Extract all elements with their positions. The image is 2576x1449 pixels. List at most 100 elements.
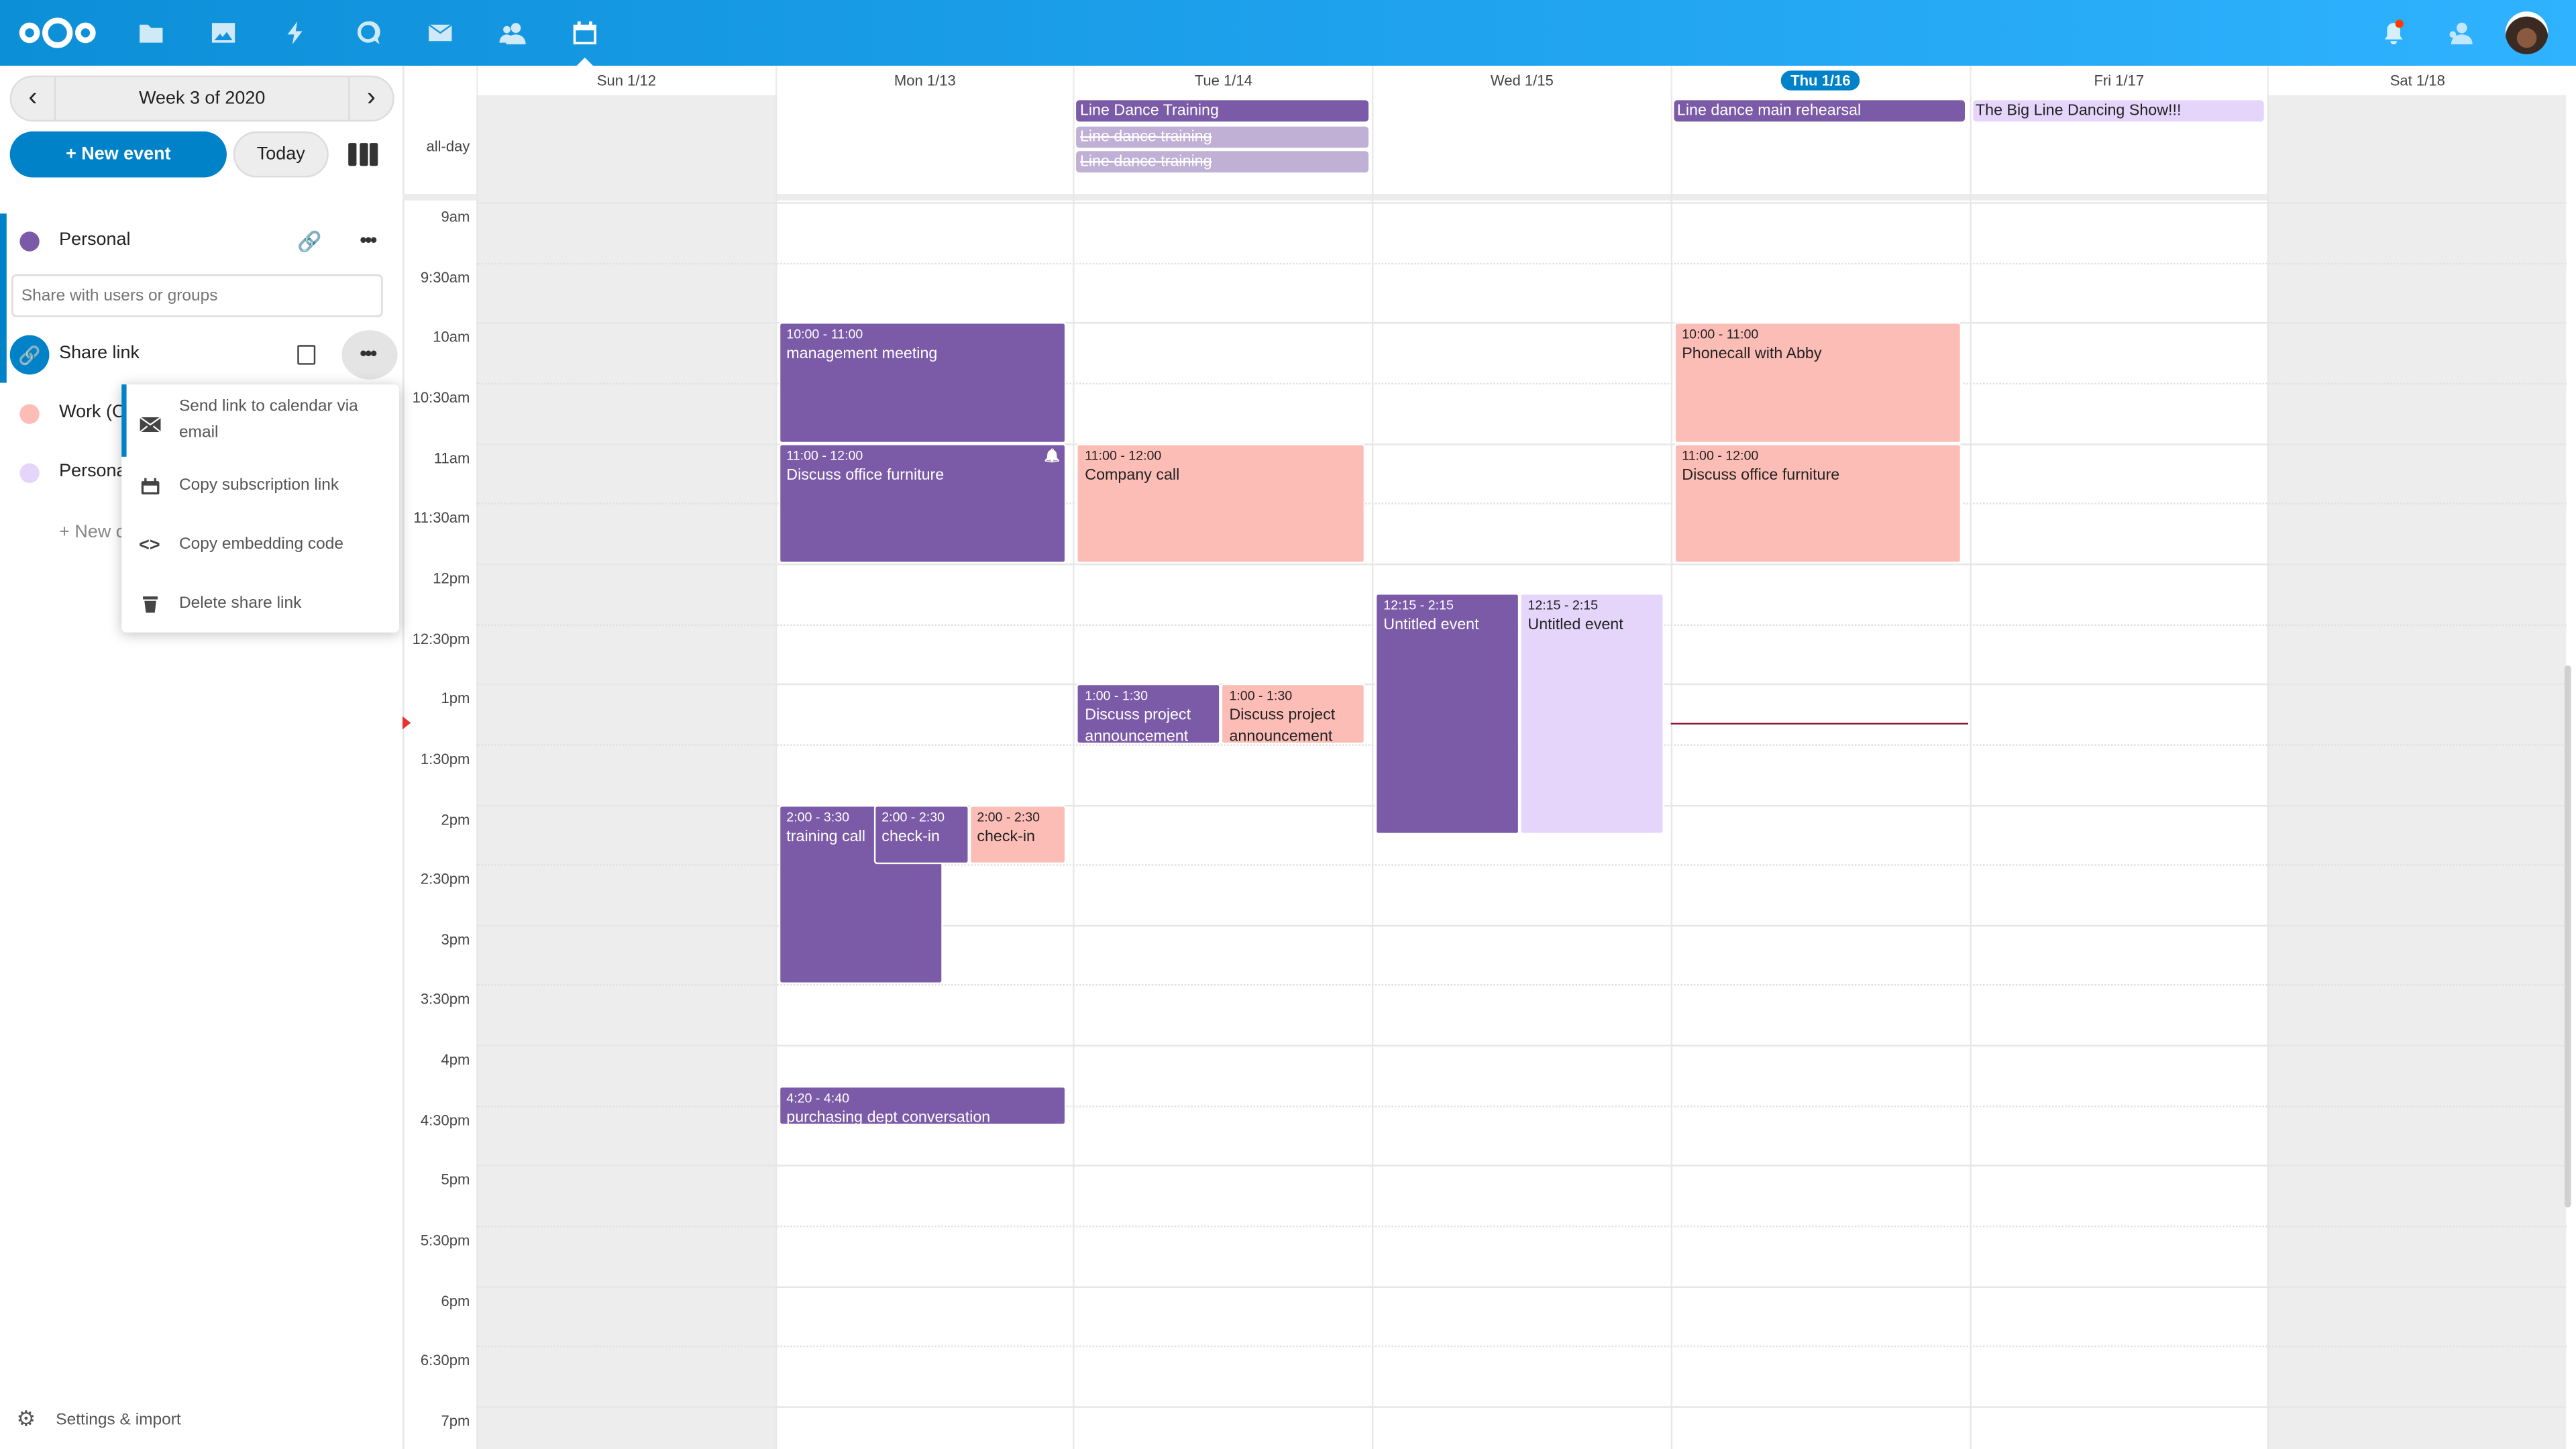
grid-line — [476, 1165, 2567, 1167]
scrollbar[interactable] — [2564, 665, 2571, 1208]
menu-item-send-email[interactable]: Send link to calendar via email — [121, 394, 399, 450]
calendar-event[interactable]: 12:15 - 2:15 Untitled event — [1375, 593, 1520, 835]
day-column[interactable] — [1969, 95, 2267, 1449]
menu-active-indicator — [121, 384, 127, 457]
time-label: 11:30am — [413, 509, 470, 527]
calendar-icon — [138, 475, 161, 498]
calendar-event[interactable]: 10:00 - 11:00 Phonecall with Abby — [1674, 322, 1963, 443]
current-time-marker — [402, 716, 411, 731]
trash-icon — [138, 593, 161, 616]
event-time: 10:00 - 11:00 — [1682, 327, 1759, 343]
calendar-event[interactable]: 1:00 - 1:30 Discuss project announcement — [1077, 684, 1222, 744]
event-time: 11:00 - 12:00 — [1085, 447, 1162, 463]
event-title: purchasing dept conversation — [786, 1108, 991, 1126]
event-time: 12:15 - 2:15 — [1527, 598, 1598, 614]
event-time: 10:00 - 11:00 — [786, 327, 863, 343]
time-label: 12:30pm — [412, 630, 470, 647]
new-calendar-button[interactable]: + New c — [59, 522, 125, 543]
notifications-bell-icon[interactable] — [2377, 16, 2410, 49]
calendar-item-personal-2[interactable]: Persona — [0, 450, 402, 496]
menu-item-copy-embed[interactable]: <> Copy embedding code — [121, 532, 399, 561]
share-with-users-input[interactable] — [11, 274, 383, 317]
allday-label: all-day — [426, 138, 470, 155]
app-calendar-calendar-icon[interactable] — [568, 16, 601, 49]
grid-line — [476, 1044, 2567, 1047]
calendar-item-work[interactable]: Work (C — [0, 391, 402, 437]
app-contacts-contacts-icon[interactable] — [496, 16, 529, 49]
day-column[interactable] — [1372, 95, 1670, 1449]
grid-line — [476, 985, 2567, 987]
allday-event[interactable]: Line dance main rehearsal — [1674, 100, 1966, 122]
day-header[interactable]: Tue 1/14 — [1073, 65, 1372, 96]
share-link-more-button[interactable] — [341, 330, 398, 380]
day-header[interactable]: Wed 1/15 — [1372, 65, 1670, 96]
event-title: Discuss office furniture — [1682, 466, 1840, 484]
day-header[interactable]: Mon 1/13 — [775, 65, 1073, 96]
share-link-icon: 🔗 — [9, 335, 50, 375]
week-label[interactable]: Week 3 of 2020 — [54, 77, 350, 120]
calendar-event[interactable]: 11:00 - 12:00 Company call — [1077, 443, 1366, 564]
time-label: 4pm — [441, 1051, 470, 1069]
app-talk-search-bubble-icon[interactable] — [352, 16, 384, 49]
event-time: 1:00 - 1:30 — [1229, 688, 1293, 704]
event-title: management meeting — [786, 345, 938, 364]
event-title: Discuss project announcement — [1085, 706, 1191, 744]
calendar-event[interactable]: 4:20 - 4:40 purchasing dept conversation — [778, 1085, 1067, 1126]
app-photos-image-icon[interactable] — [207, 16, 240, 49]
time-label: 2:30pm — [420, 871, 470, 888]
calendar-event[interactable]: 2:00 - 2:30 check-in — [969, 804, 1067, 865]
grid-line — [476, 1285, 2567, 1288]
calendar-item-personal[interactable]: Personal 🔗 ••• — [0, 219, 402, 265]
week-navigator: ‹ Week 3 of 2020 › — [9, 75, 394, 122]
more-options-icon[interactable]: ••• — [360, 228, 377, 252]
calendar-event[interactable]: 12:15 - 2:15 Untitled event — [1519, 593, 1664, 835]
day-column[interactable] — [2267, 95, 2567, 1449]
app-activity-lightning-icon[interactable] — [279, 16, 312, 49]
share-link-label: Share link — [59, 343, 140, 364]
day-column[interactable] — [1670, 95, 1969, 1449]
new-event-button[interactable]: + New event — [9, 131, 227, 178]
menu-item-copy-subscription[interactable]: Copy subscription link — [121, 473, 399, 502]
settings-label: Settings & import — [56, 1410, 181, 1429]
grid-line — [476, 262, 2567, 264]
more-options-icon: ••• — [360, 341, 377, 365]
menu-item-delete-share-link[interactable]: Delete share link — [121, 592, 399, 621]
day-column[interactable] — [775, 95, 1073, 1449]
allday-event[interactable]: The Big Line Dancing Show!!! — [1972, 100, 2265, 122]
day-header[interactable]: Sun 1/12 — [476, 65, 775, 96]
settings-import-button[interactable]: ⚙ Settings & import — [16, 1406, 180, 1432]
day-column[interactable] — [1073, 95, 1372, 1449]
time-label: 1:30pm — [420, 750, 470, 767]
copy-to-clipboard-icon[interactable] — [297, 345, 316, 365]
contacts-menu-icon[interactable] — [2443, 16, 2476, 49]
grid-line — [476, 382, 2567, 384]
day-header[interactable]: Sat 1/18 — [2267, 65, 2566, 96]
allday-event[interactable]: Line dance training — [1077, 151, 1369, 173]
calendar-event[interactable]: 2:00 - 2:30 check-in — [873, 804, 969, 865]
day-header[interactable]: Fri 1/17 — [1969, 65, 2267, 96]
allday-event[interactable]: Line dance training — [1077, 125, 1369, 148]
day-label: Wed 1/15 — [1490, 72, 1554, 89]
link-icon[interactable]: 🔗 — [297, 229, 322, 254]
app-files-folder-icon[interactable] — [135, 16, 168, 49]
calendar-event[interactable]: 10:00 - 11:00 management meeting — [778, 322, 1067, 443]
day-column[interactable] — [476, 95, 775, 1449]
calendar-event[interactable]: 11:00 - 12:00 Discuss office furniture 🔔 — [778, 443, 1067, 564]
allday-event[interactable]: Line Dance Training — [1077, 100, 1369, 122]
today-day-label: Thu 1/16 — [1780, 70, 1861, 91]
user-avatar[interactable] — [2505, 11, 2548, 54]
calendar-event[interactable]: 1:00 - 1:30 Discuss project announcement — [1221, 684, 1366, 744]
code-icon: <> — [139, 535, 160, 555]
calendar-event[interactable]: 11:00 - 12:00 Discuss office furniture — [1674, 443, 1963, 564]
day-header[interactable]: Thu 1/16 — [1670, 65, 1969, 96]
view-switcher-icon[interactable] — [348, 143, 378, 166]
previous-week-button[interactable]: ‹ — [28, 83, 38, 112]
nextcloud-logo[interactable] — [16, 15, 98, 51]
day-label: Mon 1/13 — [894, 72, 956, 89]
today-button[interactable]: Today — [233, 131, 329, 178]
next-week-button[interactable]: › — [366, 83, 376, 112]
time-label: 12pm — [433, 570, 470, 587]
app-mail-mail-icon[interactable] — [424, 16, 457, 49]
calendar-name: Persona — [59, 462, 127, 482]
